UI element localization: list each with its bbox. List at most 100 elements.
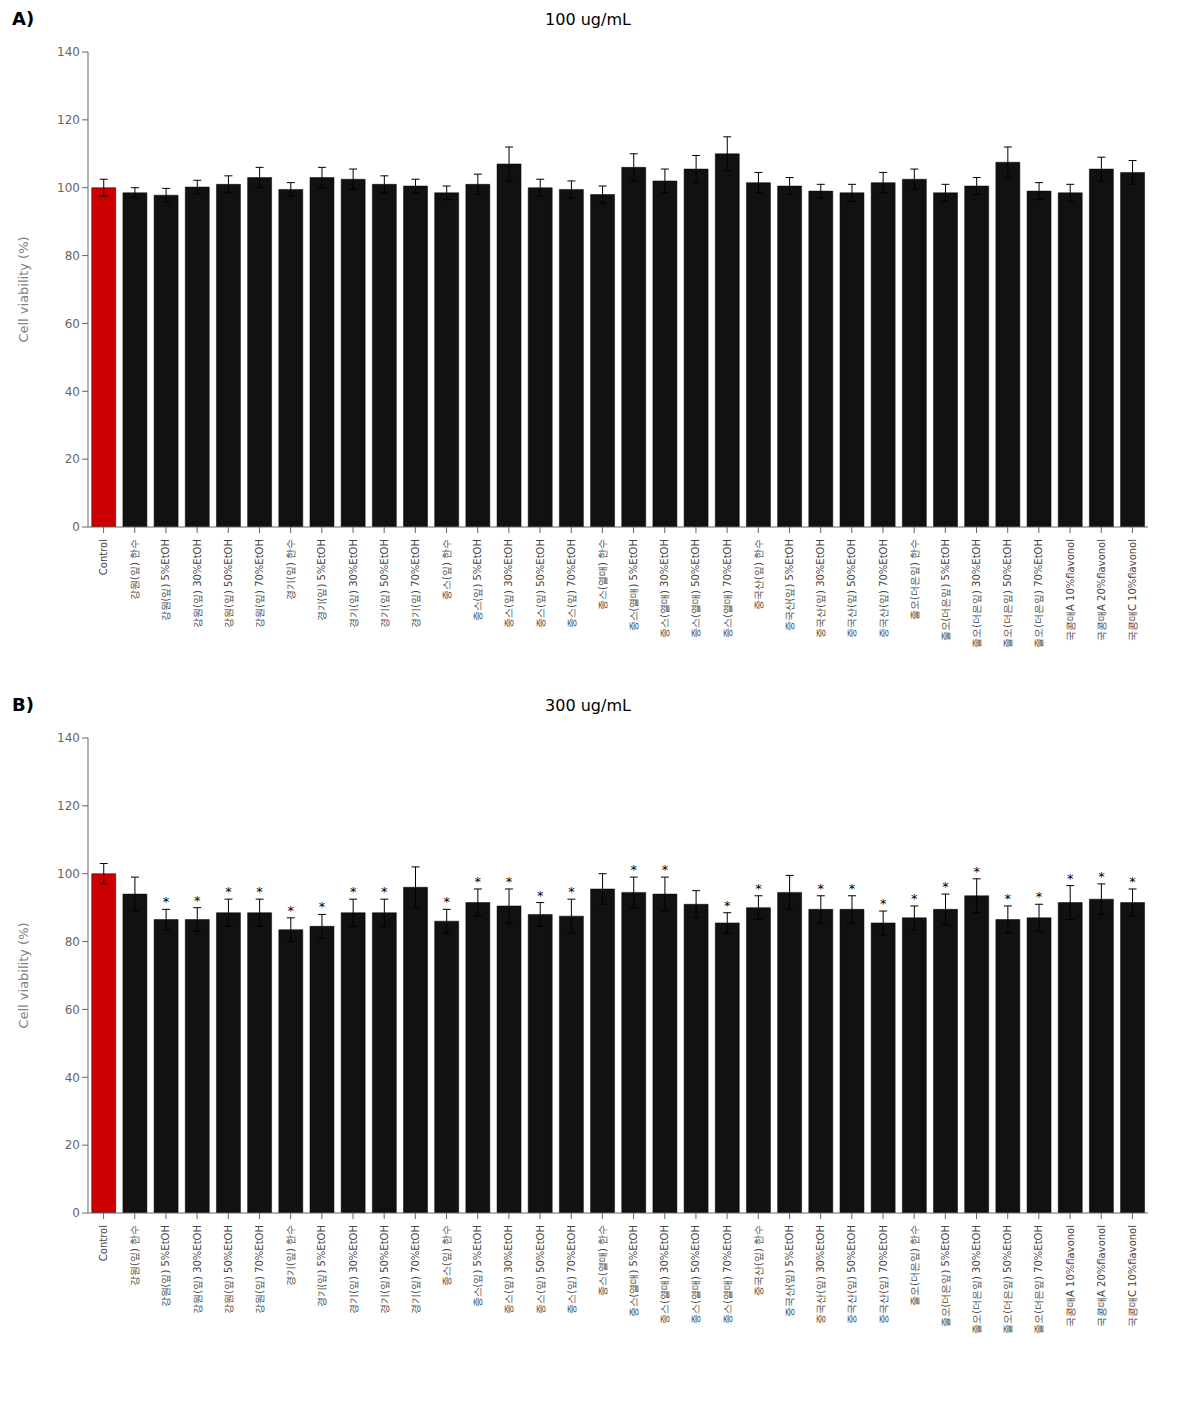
svg-text:중국산(잎) 5%EtOH: 중국산(잎) 5%EtOH [784, 1225, 795, 1317]
svg-text:종스(열매) 5%EtOH: 종스(열매) 5%EtOH [628, 539, 639, 631]
svg-text:강원(잎) 30%EtOH: 강원(잎) 30%EtOH [192, 539, 203, 628]
svg-text:*: * [350, 884, 357, 899]
svg-text:*: * [163, 894, 170, 909]
svg-text:강원(잎) 50%EtOH: 강원(잎) 50%EtOH [223, 1225, 234, 1314]
svg-text:중국산(잎) 30%EtOH: 중국산(잎) 30%EtOH [815, 539, 826, 638]
svg-text:종스(잎) 5%EtOH: 종스(잎) 5%EtOH [472, 539, 483, 621]
svg-text:종스(열매) 한수: 종스(열매) 한수 [597, 1225, 608, 1296]
svg-text:종스(열매) 50%EtOH: 종스(열매) 50%EtOH [690, 539, 701, 638]
svg-text:60: 60 [65, 317, 80, 331]
svg-text:80: 80 [65, 935, 80, 949]
svg-text:Control: Control [98, 1225, 109, 1261]
svg-text:종스(열매) 30%EtOH: 종스(열매) 30%EtOH [659, 539, 670, 638]
svg-text:100: 100 [57, 181, 80, 195]
svg-text:*: * [1005, 891, 1012, 906]
svg-text:*: * [1067, 871, 1074, 886]
svg-text:*: * [1129, 874, 1136, 889]
svg-text:80: 80 [65, 249, 80, 263]
svg-text:*: * [942, 879, 949, 894]
svg-text:*: * [537, 888, 544, 903]
svg-text:*: * [1098, 869, 1105, 884]
svg-text:120: 120 [57, 799, 80, 813]
svg-text:*: * [973, 864, 980, 879]
svg-text:종스(잎) 30%EtOH: 종스(잎) 30%EtOH [503, 539, 514, 628]
svg-text:*: * [506, 874, 513, 889]
svg-text:Control: Control [98, 539, 109, 575]
svg-text:강원(잎) 50%EtOH: 강원(잎) 50%EtOH [223, 539, 234, 628]
svg-text:120: 120 [57, 113, 80, 127]
svg-text:강원(잎) 5%EtOH: 강원(잎) 5%EtOH [160, 1225, 171, 1307]
svg-text:*: * [1036, 889, 1043, 904]
svg-text:종스(잎) 70%EtOH: 종스(잎) 70%EtOH [566, 539, 577, 628]
svg-text:졸오(더은잎) 50%EtOH: 졸오(더은잎) 50%EtOH [1002, 1225, 1013, 1334]
svg-text:종스(잎) 70%EtOH: 종스(잎) 70%EtOH [566, 1225, 577, 1314]
svg-text:Cell viability (%): Cell viability (%) [16, 236, 31, 342]
svg-text:중국산(잎) 50%EtOH: 중국산(잎) 50%EtOH [846, 539, 857, 638]
svg-text:졸오(더은잎) 한수: 졸오(더은잎) 한수 [909, 1225, 920, 1306]
svg-text:140: 140 [57, 45, 80, 59]
svg-text:*: * [911, 891, 918, 906]
svg-text:0: 0 [72, 1206, 80, 1220]
svg-text:종스(잎) 50%EtOH: 종스(잎) 50%EtOH [535, 1225, 546, 1314]
svg-text:종스(열매) 70%EtOH: 종스(열매) 70%EtOH [722, 1225, 733, 1324]
svg-text:*: * [568, 884, 575, 899]
svg-text:140: 140 [57, 731, 80, 745]
svg-text:국콩매C 10%flavonol: 국콩매C 10%flavonol [1127, 539, 1138, 641]
svg-text:경기(잎) 50%EtOH: 경기(잎) 50%EtOH [379, 1225, 390, 1314]
svg-text:*: * [225, 884, 232, 899]
svg-text:종스(열매) 5%EtOH: 종스(열매) 5%EtOH [628, 1225, 639, 1317]
svg-text:국콩매C 10%flavonol: 국콩매C 10%flavonol [1127, 1225, 1138, 1327]
svg-text:졸오(더은잎) 30%EtOH: 졸오(더은잎) 30%EtOH [971, 539, 982, 648]
svg-text:강원(잎) 70%EtOH: 강원(잎) 70%EtOH [254, 539, 265, 628]
svg-text:*: * [256, 884, 263, 899]
svg-text:*: * [662, 862, 669, 877]
svg-text:졸오(더은잎) 70%EtOH: 졸오(더은잎) 70%EtOH [1033, 1225, 1044, 1334]
svg-text:경기(잎) 한수: 경기(잎) 한수 [285, 539, 296, 600]
svg-text:종스(잎) 30%EtOH: 종스(잎) 30%EtOH [503, 1225, 514, 1314]
svg-text:중국산(잎) 한수: 중국산(잎) 한수 [753, 1225, 764, 1296]
svg-text:종스(열매) 50%EtOH: 종스(열매) 50%EtOH [690, 1225, 701, 1324]
svg-text:100: 100 [57, 867, 80, 881]
svg-text:강원(잎) 30%EtOH: 강원(잎) 30%EtOH [192, 1225, 203, 1314]
svg-text:경기(잎) 70%EtOH: 경기(잎) 70%EtOH [410, 1225, 421, 1314]
svg-text:종스(열매) 한수: 종스(열매) 한수 [597, 539, 608, 610]
svg-text:종스(열매) 30%EtOH: 종스(열매) 30%EtOH [659, 1225, 670, 1324]
svg-text:*: * [288, 903, 295, 918]
svg-text:졸오(더은잎) 50%EtOH: 졸오(더은잎) 50%EtOH [1002, 539, 1013, 648]
svg-text:경기(잎) 30%EtOH: 경기(잎) 30%EtOH [348, 539, 359, 628]
svg-text:*: * [475, 874, 482, 889]
svg-text:강원(잎) 5%EtOH: 강원(잎) 5%EtOH [160, 539, 171, 621]
svg-text:경기(잎) 5%EtOH: 경기(잎) 5%EtOH [316, 1225, 327, 1307]
svg-text:경기(잎) 70%EtOH: 경기(잎) 70%EtOH [410, 539, 421, 628]
svg-text:60: 60 [65, 1003, 80, 1017]
svg-text:종스(잎) 한수: 종스(잎) 한수 [441, 539, 452, 600]
svg-text:40: 40 [65, 385, 80, 399]
svg-text:중국산(잎) 70%EtOH: 중국산(잎) 70%EtOH [878, 539, 889, 638]
svg-text:Cell viability (%): Cell viability (%) [16, 922, 31, 1028]
svg-text:국콩매A 20%flavonol: 국콩매A 20%flavonol [1096, 539, 1107, 641]
svg-text:중국산(잎) 5%EtOH: 중국산(잎) 5%EtOH [784, 539, 795, 631]
svg-text:종스(열매) 70%EtOH: 종스(열매) 70%EtOH [722, 539, 733, 638]
svg-text:*: * [849, 881, 856, 896]
svg-text:중국산(잎) 70%EtOH: 중국산(잎) 70%EtOH [878, 1225, 889, 1324]
svg-text:경기(잎) 5%EtOH: 경기(잎) 5%EtOH [316, 539, 327, 621]
svg-text:*: * [818, 881, 825, 896]
svg-text:0: 0 [72, 520, 80, 534]
svg-text:강원(잎) 한수: 강원(잎) 한수 [129, 1225, 140, 1286]
svg-text:경기(잎) 한수: 경기(잎) 한수 [285, 1225, 296, 1286]
svg-text:*: * [381, 884, 388, 899]
svg-text:40: 40 [65, 1071, 80, 1085]
svg-text:*: * [319, 899, 326, 914]
svg-text:경기(잎) 50%EtOH: 경기(잎) 50%EtOH [379, 539, 390, 628]
svg-text:졸오(더은잎) 70%EtOH: 졸오(더은잎) 70%EtOH [1033, 539, 1044, 648]
svg-text:강원(잎) 70%EtOH: 강원(잎) 70%EtOH [254, 1225, 265, 1314]
svg-text:졸오(더은잎) 5%EtOH: 졸오(더은잎) 5%EtOH [940, 1225, 951, 1327]
svg-text:*: * [880, 896, 887, 911]
svg-text:20: 20 [65, 1138, 80, 1152]
svg-text:종스(잎) 50%EtOH: 종스(잎) 50%EtOH [535, 539, 546, 628]
svg-text:국콩매A 10%flavonol: 국콩매A 10%flavonol [1065, 1225, 1076, 1327]
svg-text:졸오(더은잎) 30%EtOH: 졸오(더은잎) 30%EtOH [971, 1225, 982, 1334]
svg-text:20: 20 [65, 452, 80, 466]
svg-text:중국산(잎) 한수: 중국산(잎) 한수 [753, 539, 764, 610]
svg-text:중국산(잎) 50%EtOH: 중국산(잎) 50%EtOH [846, 1225, 857, 1324]
